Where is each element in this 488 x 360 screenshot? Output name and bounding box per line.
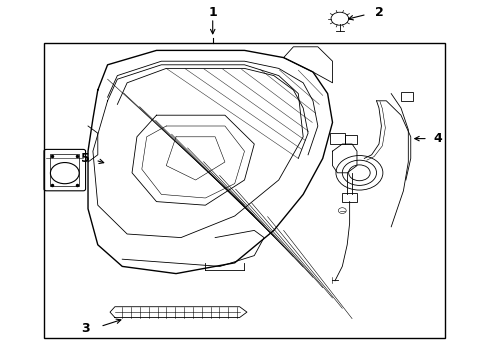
Text: 2: 2 xyxy=(374,6,383,19)
Bar xyxy=(344,135,356,144)
Bar xyxy=(329,133,344,144)
Bar xyxy=(50,154,79,186)
Bar xyxy=(44,43,444,338)
Text: 3: 3 xyxy=(81,322,90,335)
Text: 1: 1 xyxy=(208,6,217,19)
Text: 5: 5 xyxy=(81,152,90,165)
Bar xyxy=(400,92,412,101)
Text: 4: 4 xyxy=(432,132,441,145)
Bar xyxy=(342,193,356,202)
